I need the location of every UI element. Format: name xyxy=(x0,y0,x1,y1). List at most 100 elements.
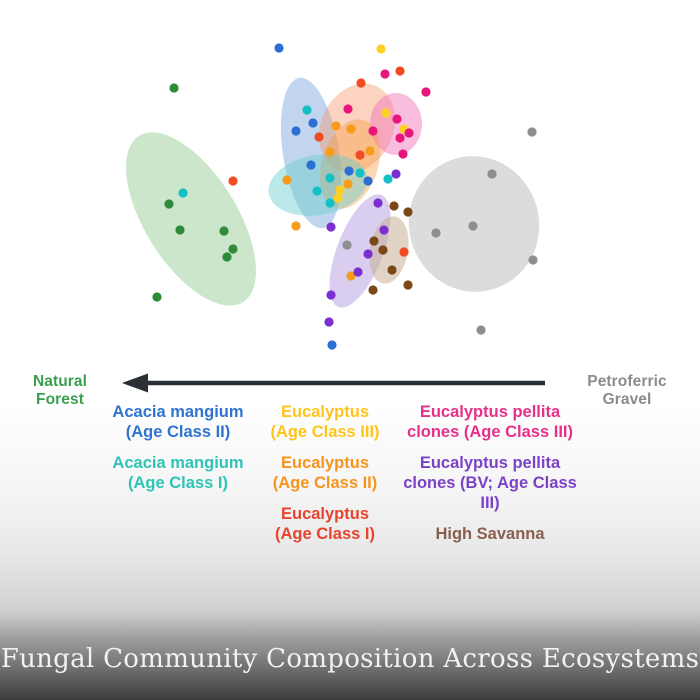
scatter-point xyxy=(152,292,162,302)
scatter-point xyxy=(528,255,538,265)
scatter-point xyxy=(431,228,441,238)
scatter-point xyxy=(314,132,324,142)
scatter-point xyxy=(274,43,284,53)
scatter-point xyxy=(363,249,373,259)
scatter-point xyxy=(381,108,391,118)
gradient-axis: Natural Forest Petroferric Gravel xyxy=(0,368,700,408)
scatter-point xyxy=(326,290,336,300)
group-ellipse-pellita-clones-III xyxy=(370,93,422,155)
scatter-point xyxy=(387,265,397,275)
legend-item-line: Eucalyptus pellita xyxy=(419,454,561,472)
scatter-point xyxy=(169,83,179,93)
legend-item-line: clones (Age Class III) xyxy=(407,423,573,441)
scatter-point xyxy=(468,221,478,231)
scatter-point xyxy=(325,198,335,208)
figure-title: Fungal Community Composition Across Ecos… xyxy=(0,644,700,674)
legend-item: Eucalyptus (Age Class II) xyxy=(245,453,405,493)
scatter-point xyxy=(476,325,486,335)
scatter-point xyxy=(346,124,356,134)
scatter-point xyxy=(487,169,497,179)
scatter-point xyxy=(326,222,336,232)
legend-item-line: Acacia mangium xyxy=(112,403,244,421)
scatter-point xyxy=(356,78,366,88)
scatter-point xyxy=(291,126,301,136)
scatter-point xyxy=(302,105,312,115)
legend-item: Eucalyptus (Age Class III) xyxy=(245,402,405,442)
group-ellipse-natural-forest xyxy=(126,132,256,306)
scatter-point xyxy=(369,236,379,246)
title-banner: Fungal Community Composition Across Ecos… xyxy=(0,644,700,674)
legend-column: Acacia mangium (Age Class II) Acacia mangi… xyxy=(98,402,258,504)
group-ellipse-eucalyptus-II-peach xyxy=(319,83,395,173)
scatter-point xyxy=(355,168,365,178)
scatter-point xyxy=(219,226,229,236)
scatter-point xyxy=(403,280,413,290)
scatter-point xyxy=(306,160,316,170)
scatter-point xyxy=(392,114,402,124)
legend-item-line: (Age Class II) xyxy=(272,474,378,492)
scatter-point xyxy=(228,176,238,186)
scatter-point xyxy=(331,121,341,131)
legend-item-line: (Age Class I) xyxy=(128,474,228,492)
petroferric-gravel-label: Petroferric Gravel xyxy=(587,373,667,408)
scatter-point xyxy=(308,118,318,128)
legend-item-line: clones (BV; Age Class III) xyxy=(403,474,577,512)
scatter-point xyxy=(344,166,354,176)
ordination-scatter-plot xyxy=(126,43,540,350)
scatter-point xyxy=(368,126,378,136)
legend-item-line: (Age Class II) xyxy=(125,423,231,441)
scatter-point xyxy=(175,225,185,235)
scatter-point xyxy=(282,175,292,185)
legend-item: Acacia mangium (Age Class I) xyxy=(98,453,258,493)
scatter-point xyxy=(342,240,352,250)
scatter-point xyxy=(343,104,353,114)
legend-column: Eucalyptus (Age Class III) Eucalyptus (Age … xyxy=(245,402,405,555)
scatter-point xyxy=(391,169,401,179)
scatter-point xyxy=(346,271,356,281)
scatter-point xyxy=(395,66,405,76)
legend-item: Eucalyptus pellita clones (BV; Age Class … xyxy=(395,453,585,513)
scatter-point xyxy=(164,199,174,209)
scatter-point xyxy=(325,173,335,183)
scatter-point xyxy=(527,127,537,137)
group-ellipse-acacia-II xyxy=(280,77,342,229)
group-ellipse-pellita-clones-BV xyxy=(329,194,391,308)
legend-item-line: Eucalyptus pellita xyxy=(419,403,561,421)
scatter-point xyxy=(228,244,238,254)
scatter-point xyxy=(335,185,345,195)
legend-item-line: Acacia mangium xyxy=(112,454,244,472)
scatter-point xyxy=(343,179,353,189)
legend-item: High Savanna xyxy=(395,524,585,544)
scatter-point xyxy=(312,186,322,196)
legend-item: Eucalyptus pellita clones (Age Class III) xyxy=(395,402,585,442)
scatter-point xyxy=(365,146,375,156)
scatter-point xyxy=(380,69,390,79)
scatter-point xyxy=(398,149,408,159)
scatter-point xyxy=(379,225,389,235)
scatter-point xyxy=(324,317,334,327)
scatter-point xyxy=(373,198,383,208)
legend-item: Acacia mangium (Age Class II) xyxy=(98,402,258,442)
scatter-point xyxy=(333,193,343,203)
legend-item-line: (Age Class I) xyxy=(275,525,375,543)
scatter-point xyxy=(383,174,393,184)
legend-item: Eucalyptus (Age Class I) xyxy=(245,504,405,544)
scatter-point xyxy=(325,147,335,157)
scatter-point xyxy=(389,201,399,211)
scatter-point xyxy=(404,128,414,138)
legend-column: Eucalyptus pellita clones (Age Class III)… xyxy=(395,402,585,555)
group-ellipse-acacia-I xyxy=(268,154,368,216)
scatter-point xyxy=(399,247,409,257)
group-ellipse-high-savanna xyxy=(369,216,409,284)
left-arrow-icon xyxy=(122,373,545,393)
scatter-point xyxy=(403,207,413,217)
legend-item-line: Eucalyptus xyxy=(280,454,370,472)
scatter-point xyxy=(178,188,188,198)
scatter-point xyxy=(327,340,337,350)
legend-item-line: Eucalyptus xyxy=(280,403,370,421)
group-ellipse-eucalyptus-I-orange xyxy=(319,119,381,209)
scatter-point xyxy=(376,44,386,54)
scatter-point xyxy=(291,221,301,231)
scatter-point xyxy=(395,133,405,143)
natural-forest-label: Natural Forest xyxy=(32,373,88,408)
